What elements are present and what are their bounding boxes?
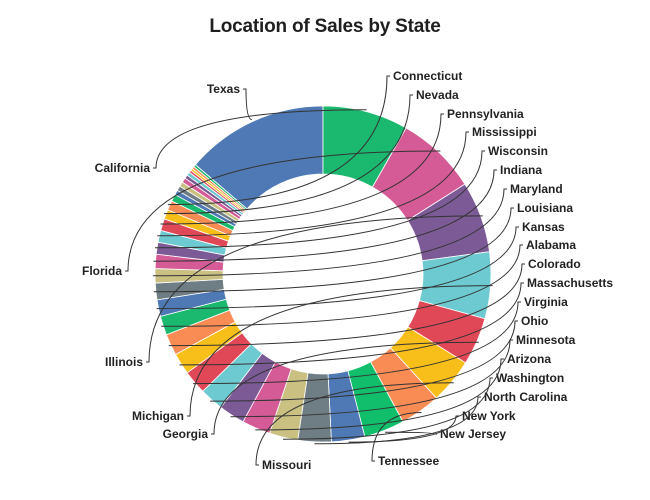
slice-label-connecticut: Connecticut (393, 69, 462, 83)
leader-line (152, 188, 507, 277)
slice-label-new-york: New York (462, 409, 516, 423)
leader-line (153, 207, 514, 293)
leader-line (153, 109, 367, 169)
slice-label-georgia: Georgia (163, 427, 209, 441)
slice-label-kansas: Kansas (522, 220, 565, 234)
leader-line (179, 282, 524, 366)
chart-title: Location of Sales by State (209, 16, 441, 37)
slice-label-maryland: Maryland (510, 182, 563, 196)
slice-label-new-jersey: New Jersey (440, 427, 506, 441)
slice-label-california: California (95, 161, 151, 175)
slice-label-north-carolina: North Carolina (484, 390, 568, 404)
slice-label-pennsylvania: Pennsylvania (447, 107, 524, 121)
slice-label-arizona: Arizona (507, 352, 551, 366)
slice-label-washington: Washington (496, 371, 564, 385)
slice-label-colorado: Colorado (528, 257, 581, 271)
slice-label-missouri: Missouri (262, 458, 311, 472)
slice-label-texas: Texas (207, 82, 240, 96)
leader-line (156, 226, 519, 310)
slice-label-mississippi: Mississippi (472, 125, 537, 139)
slice-label-wisconsin: Wisconsin (488, 144, 548, 158)
slice-label-alabama: Alabama (526, 238, 576, 252)
leader-line (146, 215, 483, 363)
leader-line (153, 169, 497, 262)
leader-line (210, 320, 518, 402)
leader-line (314, 396, 481, 445)
leader-line (168, 263, 525, 347)
leader-line (255, 358, 504, 431)
leader-line (167, 75, 390, 206)
leader-line (164, 94, 413, 215)
slice-label-florida: Florida (82, 264, 122, 278)
slice-label-massachusetts: Massachusetts (527, 276, 613, 290)
leader-line (230, 339, 513, 418)
leader-line (157, 131, 469, 237)
leader-line (255, 382, 454, 466)
slice-label-minnesota: Minnesota (516, 333, 576, 347)
slice-label-tennessee: Tennessee (378, 454, 439, 468)
slice-label-ohio: Ohio (521, 314, 548, 328)
leader-line (125, 150, 441, 272)
leader-line (211, 341, 479, 435)
leader-line (160, 113, 444, 225)
slice-label-indiana: Indiana (500, 163, 542, 177)
slice-label-virginia: Virginia (524, 295, 568, 309)
slice-label-illinois: Illinois (105, 355, 143, 369)
leader-line (193, 301, 521, 385)
leader-line (243, 88, 253, 121)
leader-line (154, 150, 485, 249)
slice-label-michigan: Michigan (132, 409, 184, 423)
leader-line (187, 285, 493, 417)
leader-line (371, 412, 422, 462)
leader-line (161, 244, 523, 327)
slice-label-nevada: Nevada (416, 88, 459, 102)
slice-label-louisiana: Louisiana (517, 201, 573, 215)
